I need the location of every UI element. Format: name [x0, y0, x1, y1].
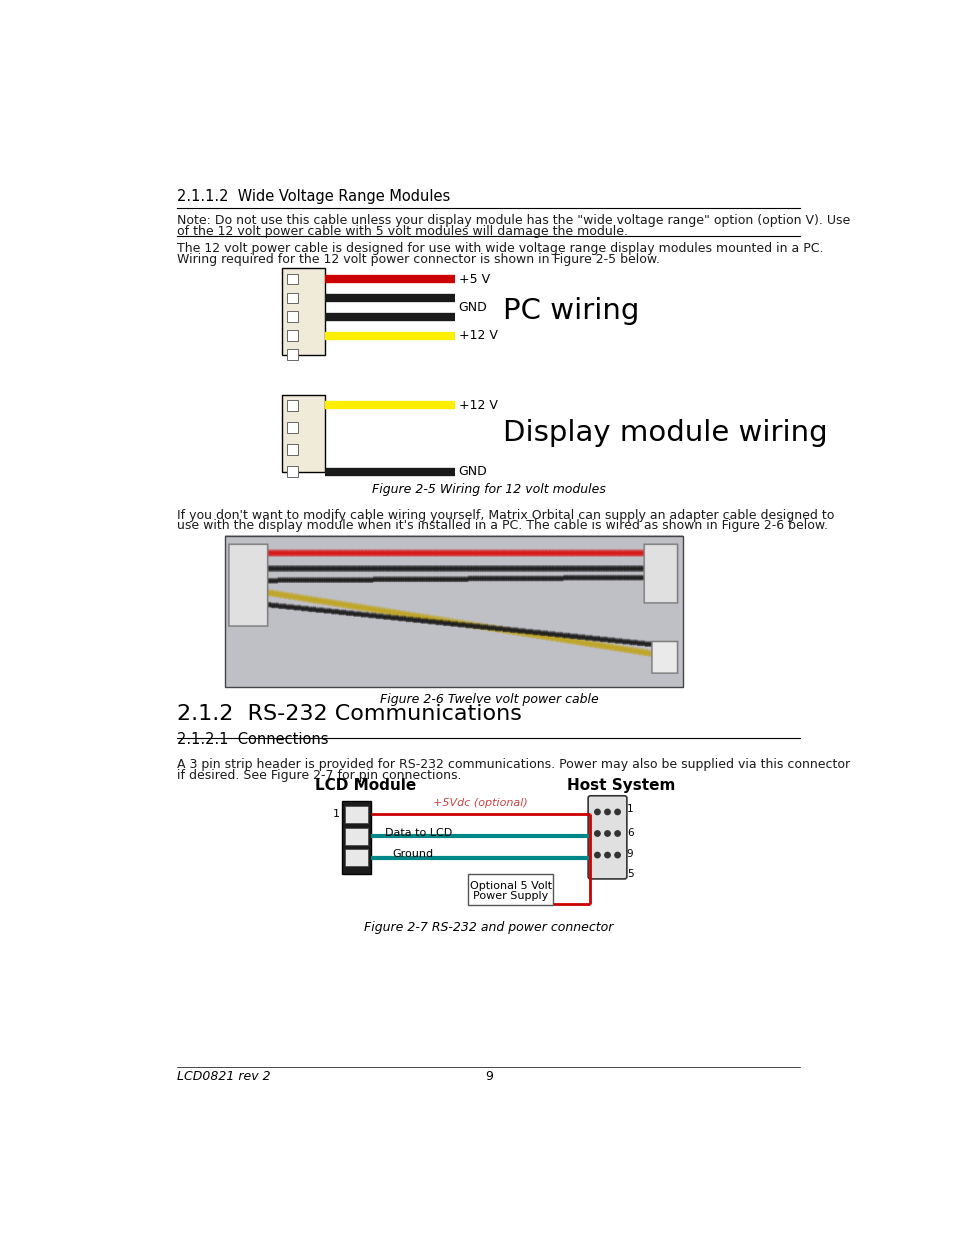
Text: 1: 1 [626, 804, 633, 814]
Bar [287, 445, 298, 454]
Text: Figure 2-5 Wiring for 12 volt modules: Figure 2-5 Wiring for 12 volt modules [372, 483, 605, 496]
Bar [287, 293, 298, 304]
FancyBboxPatch shape [468, 874, 553, 905]
Bar [287, 350, 298, 359]
Text: if desired. See Figure 2-7 for pin connections.: if desired. See Figure 2-7 for pin conne… [177, 769, 461, 782]
Text: +12 V: +12 V [458, 399, 497, 412]
Text: Figure 2-6 Twelve volt power cable: Figure 2-6 Twelve volt power cable [379, 693, 598, 705]
Text: 2.1.2.1  Connections: 2.1.2.1 Connections [177, 732, 329, 747]
Bar [287, 466, 298, 477]
Circle shape [615, 831, 619, 836]
Circle shape [594, 809, 599, 815]
FancyBboxPatch shape [282, 395, 324, 472]
FancyBboxPatch shape [587, 795, 626, 879]
Text: LCD Module: LCD Module [314, 778, 416, 793]
Bar [287, 330, 298, 341]
Circle shape [604, 831, 610, 836]
Text: The 12 volt power cable is designed for use with wide voltage range display modu: The 12 volt power cable is designed for … [177, 242, 823, 256]
Text: GND: GND [458, 301, 487, 314]
Circle shape [604, 809, 610, 815]
Text: 1: 1 [332, 809, 339, 819]
Text: LCD0821 rev 2: LCD0821 rev 2 [177, 1070, 271, 1083]
Text: A 3 pin strip header is provided for RS-232 communications. Power may also be su: A 3 pin strip header is provided for RS-… [177, 758, 850, 771]
Text: Note: Do not use this cable unless your display module has the "wide voltage ran: Note: Do not use this cable unless your … [177, 215, 850, 227]
Text: 2.1.1.2  Wide Voltage Range Modules: 2.1.1.2 Wide Voltage Range Modules [177, 189, 450, 204]
Text: use with the display module when it's installed in a PC. The cable is wired as s: use with the display module when it's in… [177, 520, 827, 532]
Bar [344, 850, 368, 867]
Text: Display module wiring: Display module wiring [502, 419, 826, 447]
Text: +12 V: +12 V [458, 330, 497, 342]
Text: GND: GND [458, 466, 487, 478]
Text: +5 V: +5 V [458, 273, 489, 285]
Bar [287, 311, 298, 322]
Circle shape [604, 852, 610, 858]
Text: +5Vdc (optional): +5Vdc (optional) [433, 798, 528, 808]
Circle shape [615, 852, 619, 858]
Circle shape [615, 809, 619, 815]
Circle shape [594, 852, 599, 858]
Text: Data to LCD: Data to LCD [385, 827, 452, 837]
Bar [344, 827, 368, 845]
Text: of the 12 volt power cable with 5 volt modules will damage the module.: of the 12 volt power cable with 5 volt m… [177, 225, 628, 238]
Bar [287, 422, 298, 432]
Text: Ground: Ground [393, 850, 434, 860]
Text: Figure 2-7 RS-232 and power connector: Figure 2-7 RS-232 and power connector [364, 921, 613, 934]
Text: 2.1.2  RS-232 Communications: 2.1.2 RS-232 Communications [177, 704, 521, 724]
Text: 5: 5 [626, 869, 633, 879]
Text: 9: 9 [626, 848, 633, 858]
Text: PC wiring: PC wiring [502, 298, 639, 326]
FancyBboxPatch shape [282, 268, 324, 354]
Text: 9: 9 [484, 1070, 493, 1083]
Bar [344, 805, 368, 823]
Circle shape [594, 831, 599, 836]
Bar [287, 274, 298, 284]
Text: Optional 5 Volt: Optional 5 Volt [469, 881, 551, 890]
Text: Wiring required for the 12 volt power connector is shown in Figure 2-5 below.: Wiring required for the 12 volt power co… [177, 253, 659, 266]
Text: If you don't want to modify cable wiring yourself, Matrix Orbital can supply an : If you don't want to modify cable wiring… [177, 509, 834, 521]
Bar [341, 802, 371, 874]
Bar [287, 400, 298, 411]
Text: Power Supply: Power Supply [473, 892, 548, 902]
Text: 6: 6 [626, 827, 633, 837]
Text: Host System: Host System [567, 778, 675, 793]
